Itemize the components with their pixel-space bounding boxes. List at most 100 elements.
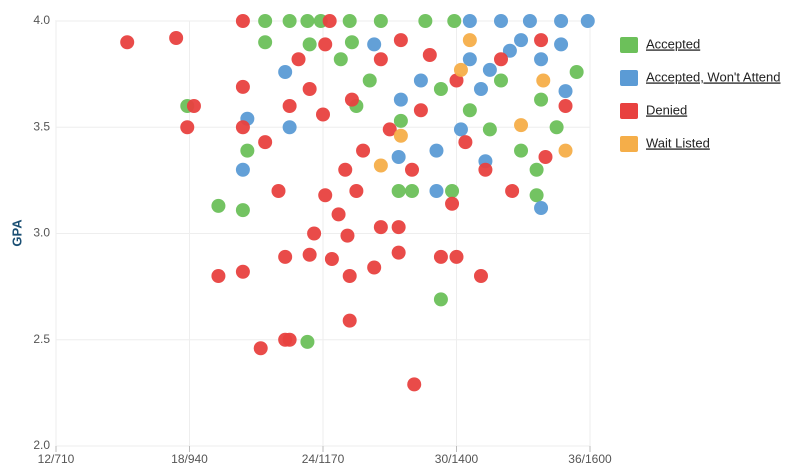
point — [447, 14, 462, 28]
point — [367, 260, 382, 275]
point — [449, 249, 464, 264]
point — [344, 92, 359, 107]
y-tick-label: 3.5 — [33, 119, 50, 133]
point — [367, 37, 382, 52]
point — [340, 228, 355, 243]
legend-swatch[interactable] — [620, 136, 638, 152]
y-tick-label: 2.5 — [33, 332, 50, 346]
point — [235, 14, 250, 28]
point — [393, 92, 408, 107]
point — [429, 143, 444, 158]
point — [478, 162, 493, 177]
point — [458, 135, 473, 150]
point — [382, 122, 397, 137]
point — [558, 143, 573, 158]
point — [282, 332, 297, 347]
point — [449, 73, 464, 88]
point — [322, 14, 337, 28]
x-tick-label: 24/1170 — [302, 452, 345, 466]
point — [482, 62, 497, 77]
legend-label[interactable]: Accepted, Won't Attend — [646, 69, 781, 84]
point — [494, 73, 508, 88]
point — [514, 118, 529, 133]
point — [502, 43, 517, 58]
legend-label[interactable]: Accepted — [646, 36, 700, 51]
point — [433, 249, 448, 264]
point — [333, 52, 348, 67]
legend-swatch[interactable] — [620, 37, 638, 53]
point — [302, 82, 317, 96]
point — [413, 103, 428, 118]
y-tick-label: 2.0 — [33, 438, 50, 452]
point — [413, 73, 428, 88]
point — [211, 198, 226, 213]
point — [534, 52, 549, 67]
point — [282, 14, 297, 28]
point — [433, 82, 448, 96]
point — [453, 122, 468, 137]
point — [169, 31, 184, 45]
point — [407, 377, 422, 392]
point — [278, 249, 293, 264]
point — [302, 247, 317, 262]
point — [300, 334, 315, 349]
point — [422, 48, 437, 62]
point — [302, 37, 317, 52]
point — [393, 128, 408, 143]
point — [235, 162, 250, 177]
point — [522, 14, 537, 28]
point — [235, 120, 250, 135]
x-tick-label: 30/1400 — [435, 452, 479, 466]
point — [338, 162, 353, 177]
point — [291, 52, 306, 67]
point — [418, 14, 433, 28]
point — [429, 184, 444, 198]
point — [569, 65, 584, 79]
point — [300, 14, 315, 28]
point — [549, 120, 564, 135]
point — [316, 107, 330, 122]
point — [494, 14, 508, 28]
legend-swatch[interactable] — [620, 70, 638, 86]
point — [462, 103, 477, 118]
point — [362, 73, 377, 88]
point — [445, 196, 460, 211]
point — [393, 33, 408, 48]
point — [462, 14, 477, 28]
point — [405, 162, 419, 177]
point — [482, 122, 497, 137]
point — [453, 62, 468, 77]
point — [473, 269, 488, 283]
point — [356, 143, 371, 158]
point — [462, 52, 477, 67]
point — [373, 158, 388, 173]
point — [534, 33, 549, 48]
point — [538, 150, 553, 164]
point — [534, 201, 549, 215]
x-tick-label: 36/1600 — [568, 452, 612, 466]
point — [580, 14, 595, 28]
point — [186, 99, 201, 113]
point — [473, 82, 488, 96]
legend-label[interactable]: Denied — [646, 102, 687, 117]
point — [180, 120, 195, 135]
point — [318, 188, 333, 203]
point — [391, 184, 406, 198]
legend-swatch[interactable] — [620, 103, 638, 119]
point — [258, 14, 273, 28]
x-tick-label: 18/940 — [171, 452, 208, 466]
point — [282, 99, 297, 113]
point — [373, 52, 388, 67]
point — [278, 65, 293, 79]
point — [211, 269, 226, 283]
point — [462, 33, 477, 48]
point — [391, 220, 406, 235]
point — [391, 245, 406, 260]
point — [349, 184, 364, 198]
point — [258, 35, 273, 50]
point — [514, 33, 529, 48]
point — [235, 264, 250, 279]
point — [405, 184, 419, 198]
legend-label[interactable]: Wait Listed — [646, 135, 710, 150]
